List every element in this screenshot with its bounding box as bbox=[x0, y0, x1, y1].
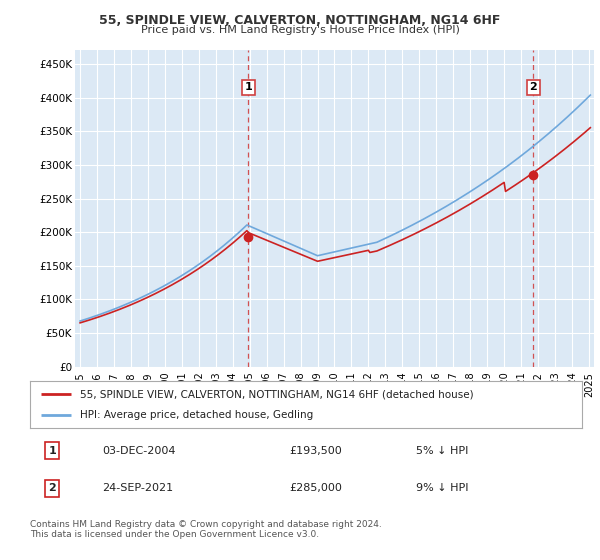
Text: 55, SPINDLE VIEW, CALVERTON, NOTTINGHAM, NG14 6HF (detached house): 55, SPINDLE VIEW, CALVERTON, NOTTINGHAM,… bbox=[80, 389, 473, 399]
Text: 9% ↓ HPI: 9% ↓ HPI bbox=[416, 483, 469, 493]
Text: 55, SPINDLE VIEW, CALVERTON, NOTTINGHAM, NG14 6HF: 55, SPINDLE VIEW, CALVERTON, NOTTINGHAM,… bbox=[100, 14, 500, 27]
Text: 1: 1 bbox=[244, 82, 252, 92]
Text: 24-SEP-2021: 24-SEP-2021 bbox=[102, 483, 173, 493]
Text: 2: 2 bbox=[530, 82, 538, 92]
Text: 03-DEC-2004: 03-DEC-2004 bbox=[102, 446, 175, 456]
Text: 5% ↓ HPI: 5% ↓ HPI bbox=[416, 446, 469, 456]
Text: 1: 1 bbox=[48, 446, 56, 456]
Text: Price paid vs. HM Land Registry's House Price Index (HPI): Price paid vs. HM Land Registry's House … bbox=[140, 25, 460, 35]
Text: £285,000: £285,000 bbox=[289, 483, 343, 493]
Text: 2: 2 bbox=[48, 483, 56, 493]
Text: Contains HM Land Registry data © Crown copyright and database right 2024.
This d: Contains HM Land Registry data © Crown c… bbox=[30, 520, 382, 539]
Text: HPI: Average price, detached house, Gedling: HPI: Average price, detached house, Gedl… bbox=[80, 410, 313, 420]
Text: £193,500: £193,500 bbox=[289, 446, 342, 456]
